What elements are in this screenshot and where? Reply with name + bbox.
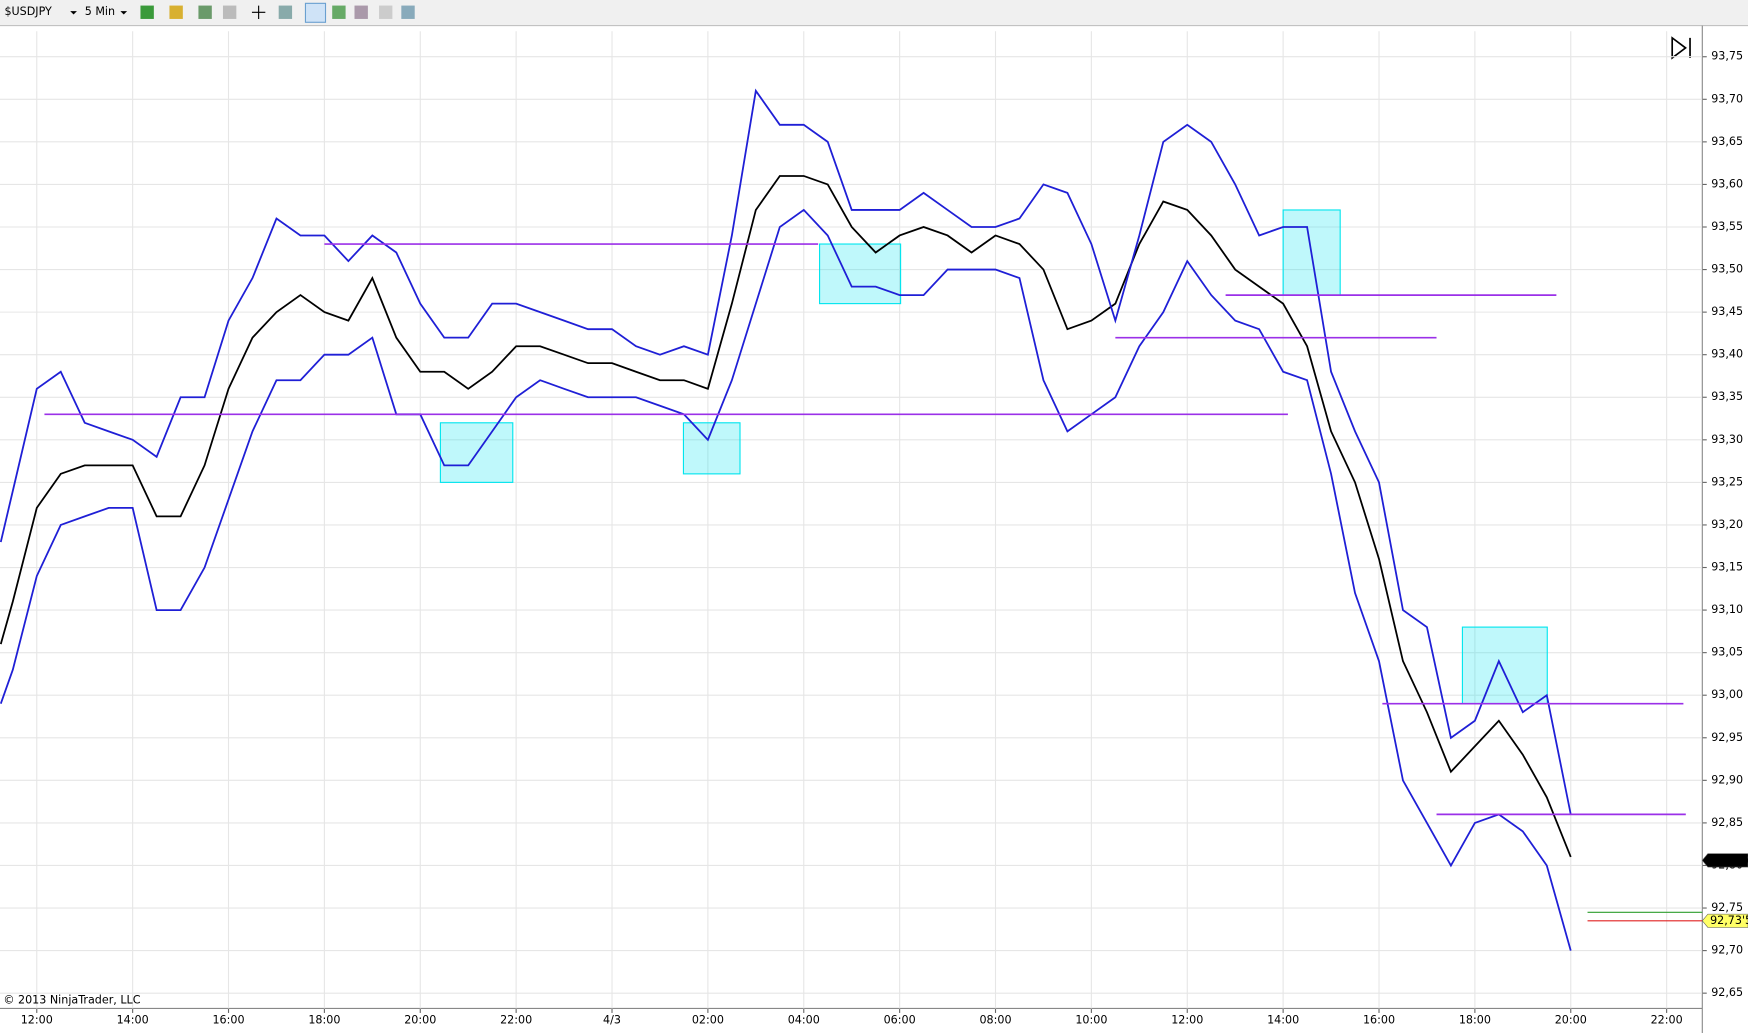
x-tick-label: 4/3	[603, 1014, 621, 1027]
icon[interactable]	[354, 5, 368, 19]
price-marker	[1701, 853, 1748, 868]
zone	[819, 243, 902, 305]
x-tick-label: 12:00	[21, 1014, 53, 1027]
icon[interactable]	[140, 5, 154, 19]
series-line	[0, 175, 1572, 858]
x-tick-label: 02:00	[692, 1014, 724, 1027]
y-tick-label: 93,20	[1711, 518, 1743, 531]
icon[interactable]	[379, 5, 393, 19]
y-tick-label: 93,10	[1711, 603, 1743, 616]
icon[interactable]	[332, 5, 346, 19]
y-tick-label: 92,90	[1711, 773, 1743, 786]
y-tick-label: 93,25	[1711, 475, 1743, 488]
icon[interactable]	[251, 5, 266, 19]
icon[interactable]	[222, 5, 237, 19]
x-tick-label: 08:00	[979, 1014, 1011, 1027]
price-marker-label: 92,73'5	[1710, 914, 1748, 927]
x-tick-label: 06:00	[884, 1014, 916, 1027]
icon[interactable]	[198, 5, 212, 19]
x-tick-label: 18:00	[308, 1014, 340, 1027]
y-tick-label: 93,00	[1711, 688, 1743, 701]
y-tick-label: 92,85	[1711, 816, 1743, 829]
icon[interactable]	[278, 5, 293, 19]
scroll-end-button[interactable]	[1671, 36, 1691, 60]
x-tick-label: 18:00	[1459, 1014, 1491, 1027]
x-tick-label: 10:00	[1075, 1014, 1107, 1027]
y-tick-label: 93,30	[1711, 433, 1743, 446]
x-tick-label: 04:00	[788, 1014, 820, 1027]
price-marker-label: 92,806	[1710, 853, 1748, 866]
zone	[1461, 626, 1548, 705]
y-tick-label: 93,45	[1711, 305, 1743, 318]
x-tick-label: 22:00	[1651, 1014, 1683, 1027]
y-tick-label: 93,15	[1711, 561, 1743, 574]
y-tick-label: 92,65	[1711, 986, 1743, 999]
symbol[interactable]: $USDJPY	[4, 5, 52, 18]
y-tick-label: 92,70	[1711, 944, 1743, 957]
copyright: © 2013 NinjaTrader, LLC	[3, 994, 140, 1007]
x-tick-label: 12:00	[1171, 1014, 1203, 1027]
x-tick-label: 14:00	[117, 1014, 149, 1027]
series-line	[0, 208, 1572, 951]
y-tick-label: 93,35	[1711, 390, 1743, 403]
y-tick-label: 93,75	[1711, 50, 1743, 63]
y-tick-label: 93,65	[1711, 135, 1743, 148]
dropdown-arrow[interactable]	[70, 11, 77, 15]
icon[interactable]	[169, 5, 183, 19]
interval[interactable]: 5 Min	[85, 5, 115, 18]
y-tick-label: 93,70	[1711, 92, 1743, 105]
y-tick-label: 93,55	[1711, 220, 1743, 233]
toolbar-icons[interactable]	[140, 2, 415, 23]
y-tick-label: 93,50	[1711, 263, 1743, 276]
dropdown-arrow[interactable]	[120, 11, 128, 15]
icon[interactable]	[401, 5, 415, 19]
x-tick-label: 22:00	[500, 1014, 532, 1027]
x-tick-label: 20:00	[404, 1014, 436, 1027]
price-marker	[1701, 913, 1748, 928]
y-tick-label: 92,95	[1711, 731, 1743, 744]
x-tick-label: 16:00	[212, 1014, 244, 1027]
x-tick-label: 16:00	[1363, 1014, 1395, 1027]
series-line	[0, 88, 1572, 815]
y-tick-label: 93,60	[1711, 177, 1743, 190]
x-tick-label: 20:00	[1555, 1014, 1587, 1027]
y-tick-label: 93,05	[1711, 646, 1743, 659]
y-tick-label: 92,75	[1711, 901, 1743, 914]
x-tick-label: 14:00	[1267, 1014, 1299, 1027]
y-tick-label: 93,40	[1711, 348, 1743, 361]
icon[interactable]	[304, 2, 327, 23]
